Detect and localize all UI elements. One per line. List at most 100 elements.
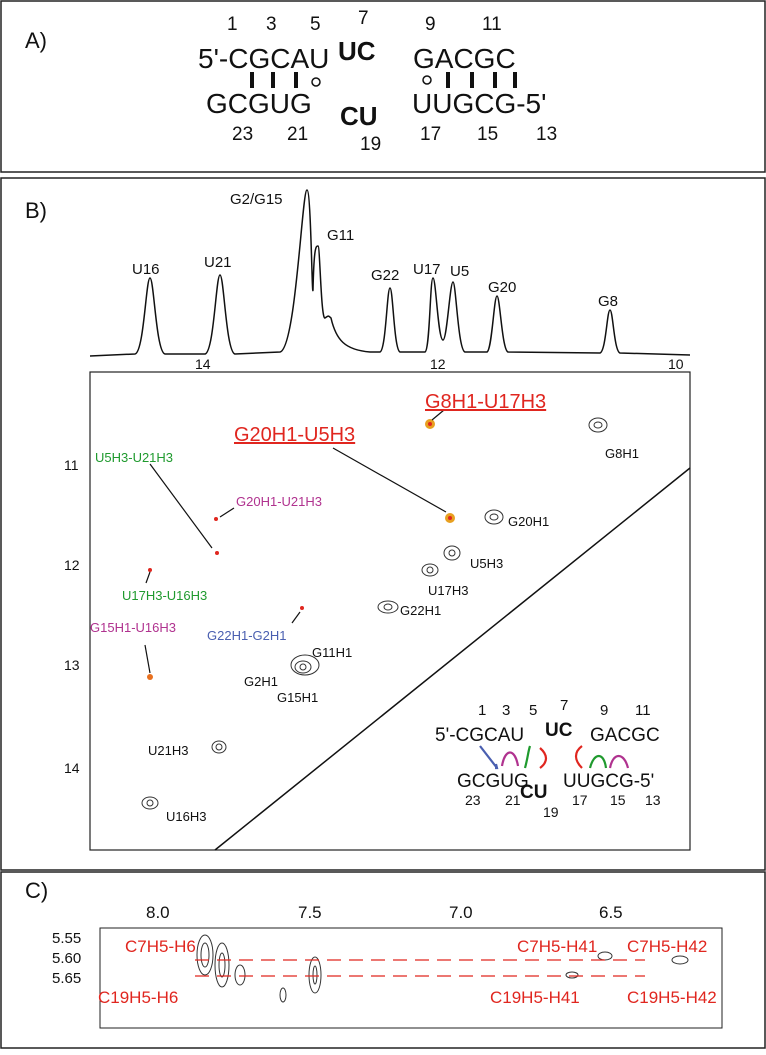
shape [484, 509, 504, 525]
tick-label: 6.5 [599, 903, 623, 922]
tick-label: 8.0 [146, 903, 170, 922]
peak-label: G8H1 [605, 446, 639, 461]
number: 13 [536, 124, 557, 145]
shape [448, 549, 456, 557]
shape [377, 600, 399, 614]
diagonal-contours [141, 417, 608, 810]
shape [147, 674, 153, 680]
peak-label: G2H1 [244, 674, 278, 689]
peak-label: U16H3 [166, 809, 206, 824]
number: 23 [232, 124, 253, 145]
shape [588, 754, 608, 769]
peak-label: G8 [598, 293, 618, 310]
tick-label: 12 [64, 557, 80, 573]
panel-border [0, 0, 766, 173]
shape [428, 422, 432, 426]
number: 11 [635, 702, 651, 719]
shape [383, 603, 393, 611]
peak-label: G20 [488, 279, 516, 296]
strand: GACGC [590, 725, 660, 746]
contours [196, 934, 689, 1003]
tick-label: 5.65 [52, 970, 81, 987]
number: 19 [360, 134, 381, 155]
cross-peak-label: G20H1-U5H3 [234, 424, 355, 446]
panel-border [0, 177, 766, 871]
panel-label: A) [25, 28, 47, 53]
top-numbers: 1 3 5 7 9 11 [227, 8, 502, 35]
shape [597, 951, 613, 961]
number: 3 [266, 14, 277, 35]
x-axis: 8.0 7.5 7.0 6.5 [146, 903, 623, 922]
peak-label: U17 [413, 261, 441, 278]
assignment: C19H5-H6 [98, 988, 178, 1007]
shape: 1 3 5 7 9 11 [478, 697, 651, 719]
noe-arrows [479, 745, 630, 770]
guide-lines [195, 959, 645, 977]
base-pairs [250, 72, 517, 88]
shape [539, 747, 548, 769]
cross-peak-label: G22H1-G2H1 [207, 628, 286, 643]
assignment: C7H5-H6 [125, 937, 196, 956]
number: 19 [543, 804, 559, 820]
wobble [311, 77, 321, 87]
shape [448, 516, 452, 520]
shape [608, 754, 630, 769]
number: 5 [529, 702, 537, 719]
shape [234, 964, 246, 986]
tick-label: 12 [430, 356, 446, 372]
assignment: C7H5-H42 [627, 937, 707, 956]
number: 17 [420, 124, 441, 145]
tick-label: 10 [668, 356, 684, 372]
cross-peak-label: G20H1-U21H3 [236, 494, 322, 509]
shape [294, 660, 312, 674]
shape [523, 745, 532, 769]
number: 7 [358, 8, 369, 29]
shape [574, 745, 583, 769]
shape [500, 751, 520, 767]
peak-label: U16 [132, 261, 160, 278]
shape [214, 517, 218, 521]
bulge: UC [338, 36, 376, 66]
shape [146, 799, 154, 807]
number: 15 [610, 792, 626, 808]
number: 17 [572, 792, 588, 808]
shape [312, 965, 318, 985]
number: 9 [600, 702, 608, 719]
assignment: C19H5-H41 [490, 988, 580, 1007]
shape [426, 566, 434, 574]
shape [196, 934, 214, 976]
shape [308, 956, 322, 994]
wobble [422, 75, 432, 85]
number: 9 [425, 14, 436, 35]
shape [479, 745, 498, 769]
peak-label: G20H1 [508, 514, 549, 529]
strand: 5'-CGCAU [198, 43, 329, 74]
tick-label: 13 [64, 657, 80, 673]
shape [421, 563, 439, 577]
peak-label: G2/G15 [230, 191, 283, 208]
bulge: CU [520, 782, 547, 803]
peak-label: G15H1 [277, 690, 318, 705]
number: 7 [560, 697, 568, 714]
shape [145, 571, 151, 584]
cross-peak-label: U5H3-U21H3 [95, 450, 173, 465]
strand: GCGUG [206, 88, 312, 119]
shape [565, 971, 579, 979]
shape [219, 507, 235, 518]
axis-1d: 14 12 10 [195, 356, 684, 372]
shape [279, 987, 287, 1003]
plot-2d [89, 371, 691, 851]
strand: GCGUG [457, 771, 529, 792]
shape [148, 568, 152, 572]
strand: UUGCG-5' [412, 88, 546, 119]
bulge: UC [545, 720, 573, 741]
peak-label: G22 [371, 267, 399, 284]
shape [215, 743, 223, 751]
number: 3 [502, 702, 510, 719]
panel-label: C) [25, 878, 48, 903]
shape [332, 447, 447, 513]
cross-peak-label: G8H1-U17H3 [425, 391, 546, 413]
shape [489, 513, 499, 521]
peak-label: G11 [327, 227, 354, 244]
